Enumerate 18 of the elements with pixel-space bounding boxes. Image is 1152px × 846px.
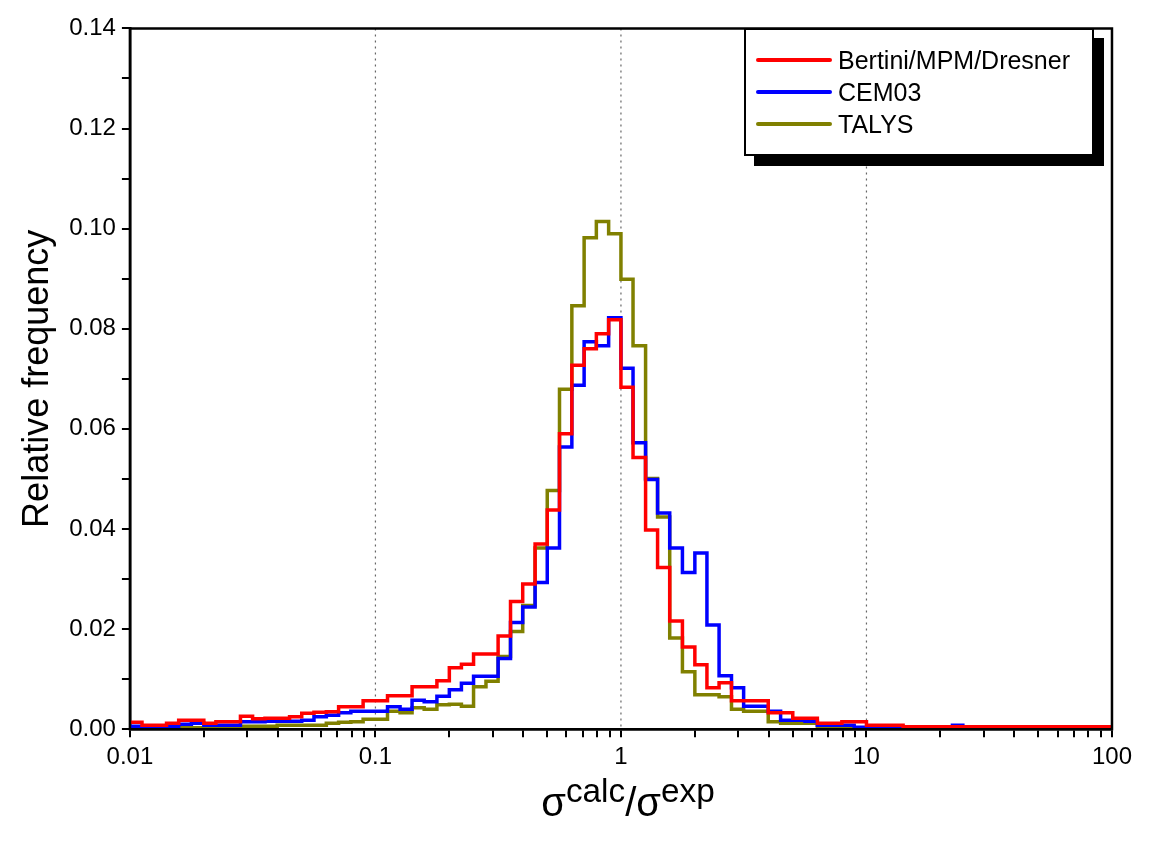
y-axis-title: Relative frequency <box>14 229 56 528</box>
x-tick-label: 1 <box>614 742 628 770</box>
y-tick-label: 0.06 <box>69 413 116 441</box>
y-tick-label: 0.12 <box>69 113 116 141</box>
legend-label: TALYS <box>838 109 914 140</box>
legend-label: CEM03 <box>838 77 922 108</box>
x-tick-label: 10 <box>853 742 880 770</box>
y-tick-label: 0.00 <box>69 713 116 741</box>
x-axis-title: σ$^{calc}$/σ$^{exp}$ <box>540 772 716 826</box>
y-tick-label: 0.10 <box>69 213 116 241</box>
y-tick-label: 0.04 <box>69 513 116 541</box>
y-tick-label: 0.02 <box>69 613 116 641</box>
x-tick-label: 0.01 <box>106 742 154 770</box>
legend-label: Bertini/MPM/Dresner <box>838 45 1070 76</box>
y-tick-label: 0.14 <box>69 13 116 41</box>
x-tick-label: 100 <box>1091 742 1132 770</box>
y-tick-label: 0.08 <box>69 313 116 341</box>
x-tick-label: 0.1 <box>358 742 393 770</box>
